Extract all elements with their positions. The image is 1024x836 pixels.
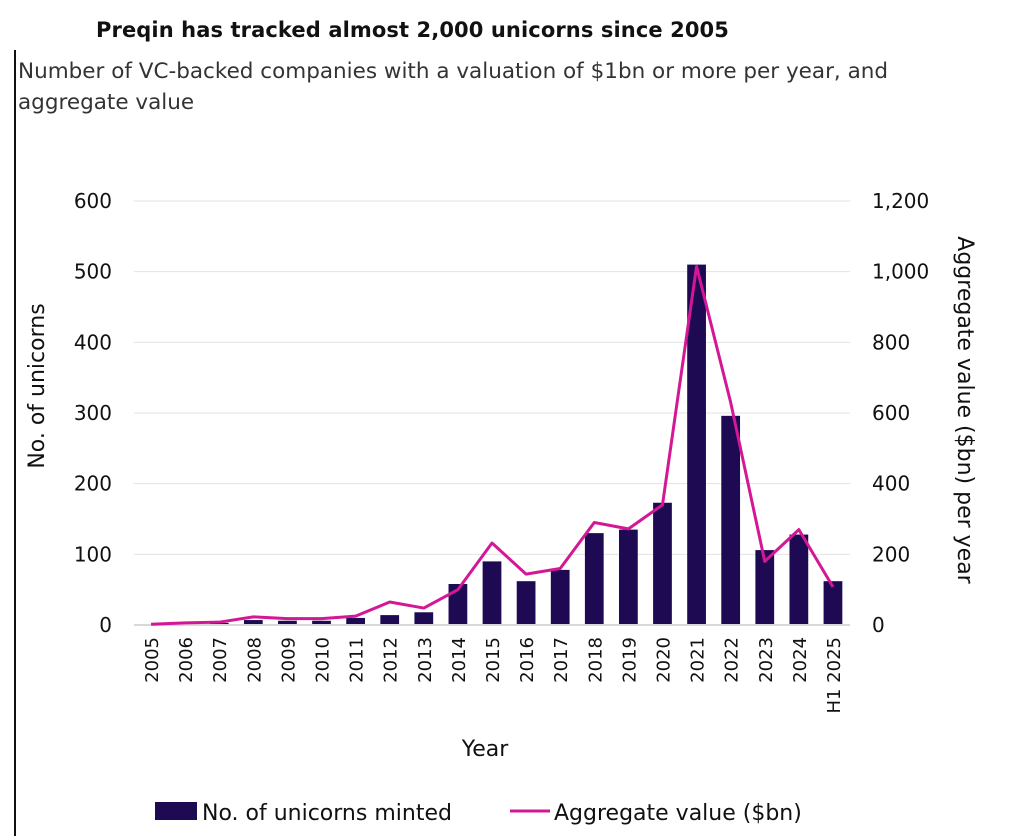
bar-2015 — [482, 561, 502, 625]
x-tick-label: 2011 — [347, 637, 368, 683]
legend-label-unicorns: No. of unicorns minted — [202, 801, 452, 826]
x-tick-label: 2012 — [381, 637, 402, 683]
bar-series — [141, 264, 843, 625]
gridlines — [134, 200, 850, 555]
bar-2013 — [414, 612, 434, 625]
y2-axis-label: Aggregate value ($bn) per year — [952, 236, 977, 584]
x-tick-label: 2016 — [517, 637, 538, 683]
bar-2012 — [380, 615, 400, 625]
x-tick-label: 2009 — [278, 637, 299, 683]
bar-2009 — [278, 620, 297, 625]
bar-2022 — [721, 415, 741, 625]
y2-tick-label: 600 — [872, 401, 910, 425]
x-tick-label: 2005 — [142, 637, 163, 683]
y-tick-label: 200 — [74, 472, 112, 496]
left-border-line — [14, 50, 16, 836]
x-tick-label: 2010 — [313, 637, 334, 683]
x-tick-label: 2021 — [688, 637, 709, 683]
x-tick-label: 2023 — [756, 637, 777, 683]
bar-2016 — [516, 581, 536, 625]
x-tick-label: 2007 — [210, 637, 231, 683]
x-tick-label: 2008 — [244, 637, 265, 683]
legend-label-aggregate-value: Aggregate value ($bn) — [554, 801, 802, 826]
x-tick-label: H1 2025 — [824, 637, 845, 714]
y-tick-label: 600 — [74, 189, 112, 213]
x-tick-label: 2018 — [585, 637, 606, 683]
bar-2018 — [584, 533, 604, 625]
y-tick-label: 300 — [74, 401, 112, 425]
y-axis-label: No. of unicorns — [25, 303, 50, 468]
bar-2007 — [209, 622, 229, 625]
bar-2010 — [312, 620, 331, 625]
x-tick-label: 2015 — [483, 637, 504, 683]
x-axis-ticks: 2005 2006 2007 2008 2009 2010 2011 2012 2013 2014… — [142, 637, 845, 714]
legend: No. of unicorns minted Aggregate value (… — [155, 801, 802, 826]
y2-tick-label: 0 — [872, 613, 885, 637]
bar-2023 — [755, 550, 775, 625]
bar-2020 — [653, 502, 672, 625]
legend-swatch-unicorns — [155, 802, 197, 820]
y2-tick-label: 400 — [872, 472, 910, 496]
y2-tick-label: 1,000 — [872, 260, 929, 284]
bar-2019 — [619, 529, 638, 625]
y2-tick-label: 1,200 — [872, 189, 929, 213]
x-tick-label: 2006 — [176, 637, 197, 683]
y2-tick-label: 200 — [872, 542, 910, 566]
bar-h1-2025 — [823, 581, 843, 625]
y2-tick-label: 800 — [872, 330, 910, 354]
x-tick-label: 2024 — [790, 637, 811, 683]
y-tick-label: 100 — [74, 542, 112, 566]
x-tick-label: 2013 — [415, 637, 436, 683]
bar-2024 — [789, 534, 809, 625]
chart-subtitle: Number of VC-backed companies with a val… — [18, 59, 889, 115]
bar-2008 — [243, 620, 263, 625]
x-tick-label: 2019 — [619, 637, 640, 683]
x-tick-label: 2014 — [449, 637, 470, 683]
bar-2014 — [448, 584, 468, 625]
x-tick-label: 2022 — [722, 637, 743, 683]
chart-title: Preqin has tracked almost 2,000 unicorns… — [96, 18, 729, 42]
y-tick-label: 0 — [99, 613, 112, 637]
x-tick-label: 2020 — [653, 637, 674, 683]
bar-2011 — [346, 617, 365, 625]
bar-2021 — [687, 264, 706, 625]
y2-axis-ticks: 0 200 400 600 800 1,000 1,200 — [872, 189, 929, 637]
x-tick-label: 2017 — [551, 637, 572, 683]
y-tick-label: 500 — [74, 260, 112, 284]
y-axis-ticks: 0 100 200 300 400 500 600 — [74, 189, 112, 637]
x-axis-label: Year — [461, 737, 510, 762]
y-tick-label: 400 — [74, 330, 112, 354]
bar-2017 — [550, 569, 570, 625]
line-series-aggregate-value — [150, 264, 835, 626]
